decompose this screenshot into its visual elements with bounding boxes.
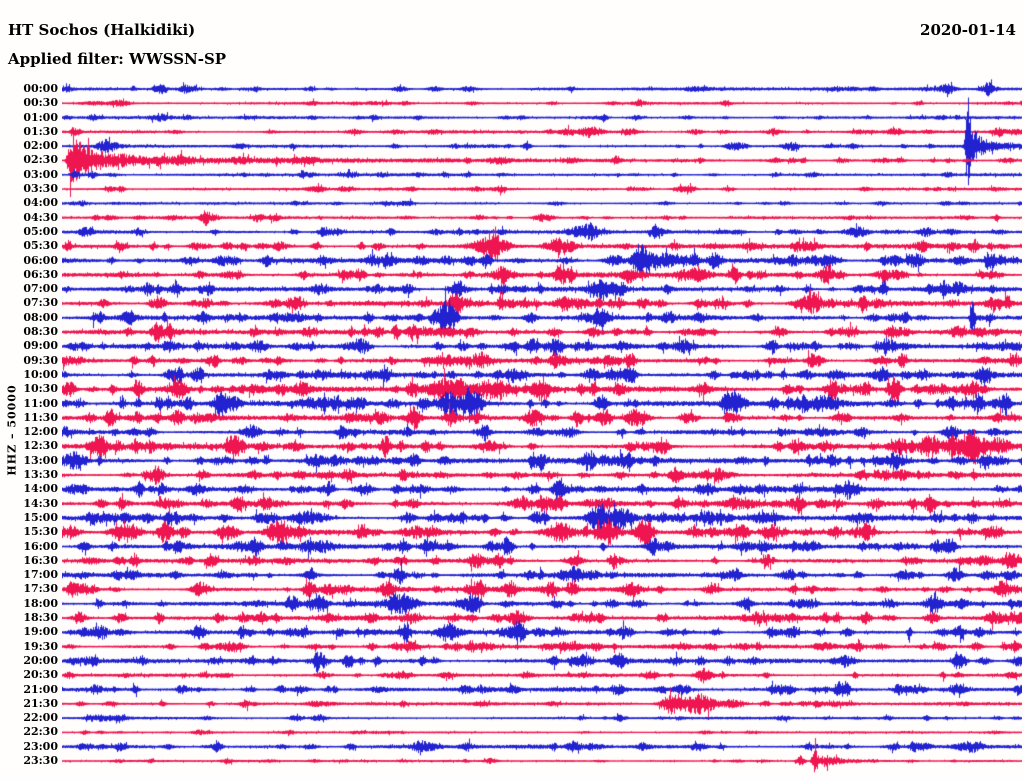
- applied-filter-label: Applied filter: WWSSN-SP: [8, 50, 227, 68]
- time-label: 13:30: [23, 468, 58, 482]
- time-label: 06:30: [23, 267, 58, 281]
- time-label: 18:30: [23, 611, 58, 625]
- time-label: 03:30: [23, 182, 58, 196]
- time-label: 13:00: [23, 453, 58, 467]
- time-label: 05:00: [23, 224, 58, 238]
- seismogram-traces-canvas: [62, 75, 1022, 775]
- time-label: 16:30: [23, 553, 58, 567]
- time-label: 15:00: [23, 510, 58, 524]
- time-label: 07:30: [23, 296, 58, 310]
- time-label: 02:30: [23, 153, 58, 167]
- time-label: 16:00: [23, 539, 58, 553]
- time-label: 03:00: [23, 167, 58, 181]
- time-label: 22:30: [23, 725, 58, 739]
- time-label: 02:00: [23, 139, 58, 153]
- time-label: 17:00: [23, 568, 58, 582]
- time-label: 19:00: [23, 625, 58, 639]
- time-label: 08:00: [23, 310, 58, 324]
- time-label: 00:00: [23, 82, 58, 95]
- time-label: 01:30: [23, 124, 58, 138]
- time-label: 12:30: [23, 439, 58, 453]
- time-label: 01:00: [23, 110, 58, 124]
- time-label: 09:30: [23, 353, 58, 367]
- time-label: 17:30: [23, 582, 58, 596]
- time-label: 06:00: [23, 253, 58, 267]
- time-label: 15:30: [23, 525, 58, 539]
- station-title: HT Sochos (Halkidiki): [8, 21, 196, 39]
- time-label: 20:30: [23, 668, 58, 682]
- record-date: 2020-01-14: [920, 21, 1016, 39]
- time-label: 23:30: [23, 754, 58, 767]
- time-label: 08:30: [23, 325, 58, 339]
- time-labels-column: 00:00 00:30 01:00 01:30 02:00 02:30 03:00 03:30…: [0, 0, 58, 780]
- time-label: 09:00: [23, 339, 58, 353]
- time-label: 00:30: [23, 96, 58, 110]
- time-label: 20:00: [23, 653, 58, 667]
- time-label: 04:00: [23, 196, 58, 210]
- time-label: 10:00: [23, 367, 58, 381]
- time-label: 19:30: [23, 639, 58, 653]
- time-label: 04:30: [23, 210, 58, 224]
- time-label: 18:00: [23, 596, 58, 610]
- time-label: 14:00: [23, 482, 58, 496]
- time-label: 05:30: [23, 239, 58, 253]
- time-label: 12:00: [23, 425, 58, 439]
- time-label: 23:00: [23, 739, 58, 753]
- time-label: 11:00: [23, 396, 58, 410]
- time-label: 22:00: [23, 711, 58, 725]
- time-label: 21:00: [23, 682, 58, 696]
- time-label: 14:30: [23, 496, 58, 510]
- time-label: 11:30: [23, 410, 58, 424]
- time-label: 21:30: [23, 696, 58, 710]
- time-label: 10:30: [23, 382, 58, 396]
- time-label: 07:00: [23, 282, 58, 296]
